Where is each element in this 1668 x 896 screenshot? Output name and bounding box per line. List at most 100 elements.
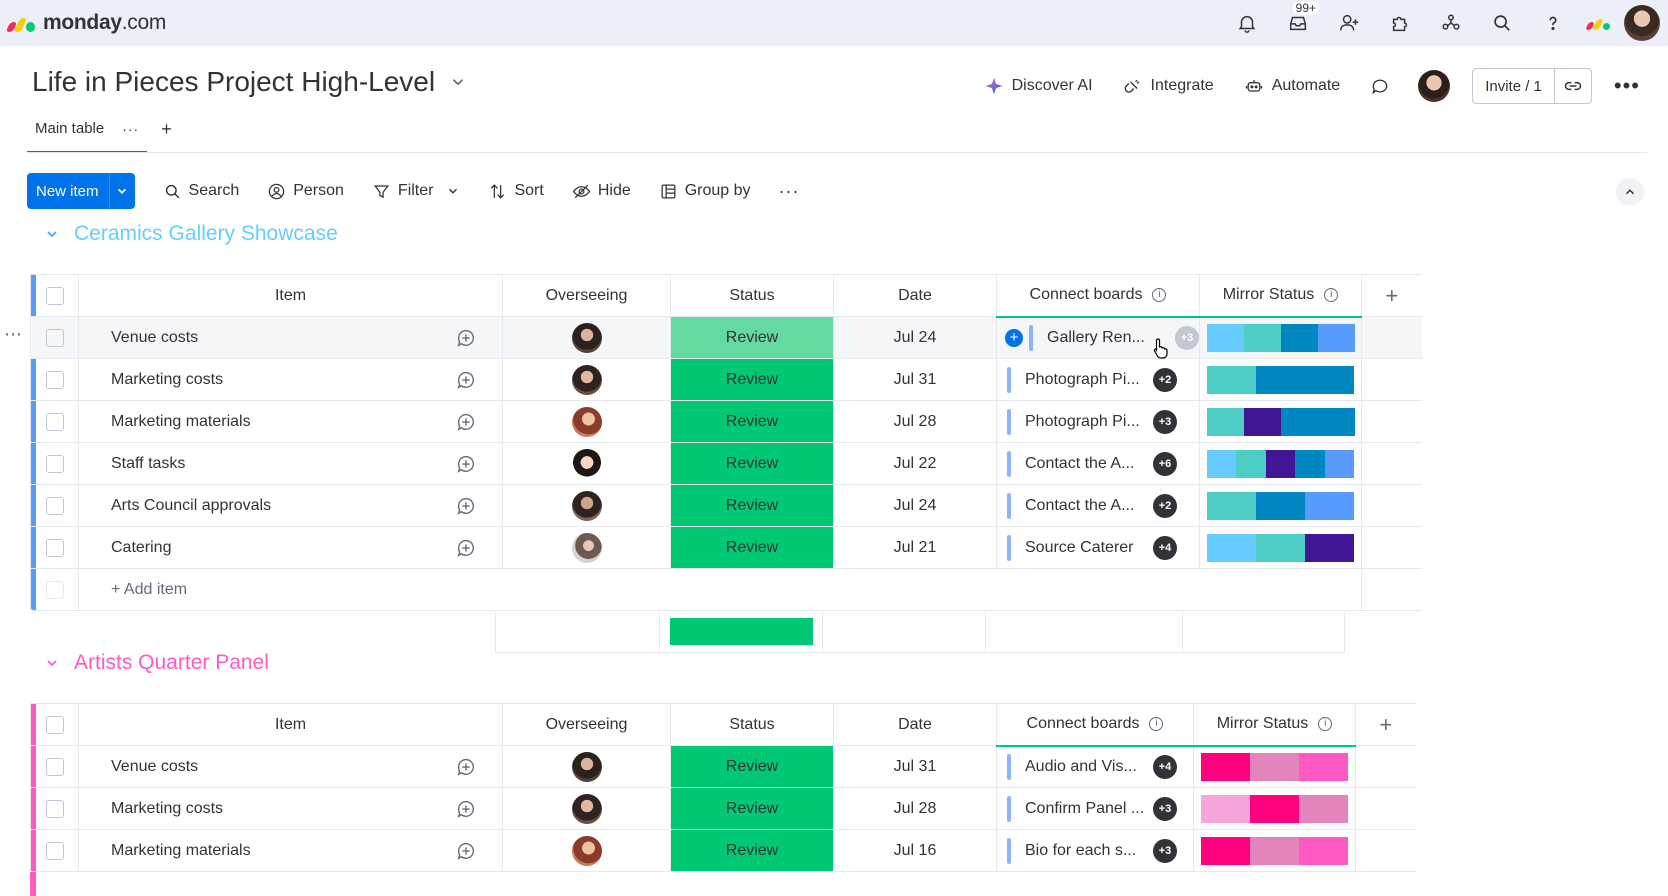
group-title-artists[interactable]: Artists Quarter Panel [44, 651, 269, 675]
notifications-bell-icon[interactable] [1221, 0, 1272, 46]
row-checkbox[interactable] [45, 538, 64, 557]
add-column-button[interactable]: + [1361, 274, 1422, 317]
date-cell[interactable]: Jul 24 [833, 316, 997, 359]
connect-boards-cell[interactable]: Photograph Pi... +2 [996, 358, 1200, 401]
add-view-button[interactable]: + [161, 119, 172, 139]
integrate-button[interactable]: Integrate [1123, 76, 1214, 96]
user-avatar[interactable] [1624, 5, 1660, 41]
date-cell[interactable]: Jul 21 [833, 526, 997, 569]
info-icon[interactable]: i [1149, 717, 1164, 732]
mirror-status-cell[interactable] [1200, 449, 1361, 478]
connection-count-badge[interactable]: +3 [1153, 409, 1177, 434]
connection-count-badge[interactable]: +4 [1153, 754, 1177, 779]
chevron-down-icon[interactable] [108, 173, 135, 209]
mirror-status-cell[interactable] [1194, 794, 1355, 823]
status-cell[interactable]: Review [670, 526, 834, 569]
help-icon[interactable] [1527, 0, 1578, 46]
mirror-status-cell[interactable] [1194, 752, 1355, 781]
person-filter-button[interactable]: Person [267, 182, 344, 201]
info-icon[interactable]: i [1152, 288, 1167, 303]
tab-more-icon[interactable]: ··· [122, 120, 140, 137]
column-header-mirror-status[interactable]: Mirror Status i [1199, 274, 1362, 318]
avatar[interactable] [571, 322, 602, 353]
connect-boards-cell[interactable]: Confirm Panel ... +3 [996, 787, 1194, 830]
table-row[interactable]: Marketing costs Review Jul 28 Confirm Pa… [30, 787, 1416, 830]
mirror-status-cell[interactable] [1200, 533, 1361, 562]
column-header-status[interactable]: Status [670, 703, 834, 746]
status-cell[interactable]: Review [670, 745, 834, 788]
item-name[interactable]: Catering [111, 538, 172, 556]
collapse-header-icon[interactable] [1616, 178, 1644, 206]
connection-count-badge[interactable]: +4 [1153, 535, 1177, 560]
avatar[interactable] [571, 406, 602, 437]
connect-boards-cell[interactable]: Audio and Vis... +4 [996, 745, 1194, 788]
status-cell[interactable]: Review [670, 484, 834, 527]
item-name[interactable]: Venue costs [111, 757, 199, 775]
connected-item[interactable]: Photograph Pi... [1025, 412, 1140, 430]
apps-puzzle-icon[interactable] [1374, 0, 1425, 46]
row-checkbox[interactable] [45, 496, 64, 515]
table-row[interactable]: Marketing costs Review Jul 31 Photograph… [30, 358, 1422, 401]
status-cell[interactable]: Review [670, 400, 834, 443]
avatar[interactable] [571, 532, 602, 563]
row-checkbox[interactable] [45, 841, 64, 860]
connection-count-badge[interactable]: +2 [1153, 493, 1177, 518]
more-options-icon[interactable]: ••• [1613, 73, 1640, 98]
tab-main-table[interactable]: Main table ··· [27, 116, 148, 153]
add-update-icon[interactable] [431, 369, 503, 391]
chevron-down-icon[interactable] [446, 184, 460, 198]
add-update-icon[interactable] [431, 840, 503, 862]
column-header-overseeing[interactable]: Overseeing [502, 703, 671, 746]
connection-count-badge[interactable]: +2 [1153, 367, 1177, 392]
people-network-icon[interactable] [1425, 0, 1476, 46]
chevron-down-icon[interactable] [449, 73, 467, 91]
row-menu-icon[interactable]: ⋯ [4, 324, 22, 344]
connected-item[interactable]: Bio for each s... [1025, 841, 1137, 859]
connection-count-badge[interactable]: +6 [1153, 451, 1177, 476]
connection-count-badge[interactable]: +3 [1153, 796, 1177, 821]
row-checkbox[interactable] [45, 370, 64, 389]
add-update-icon[interactable] [431, 495, 503, 517]
add-update-icon[interactable] [431, 756, 503, 778]
avatar[interactable] [571, 793, 602, 824]
column-header-connect-boards[interactable]: Connect boards i [996, 703, 1194, 747]
connect-boards-cell[interactable]: Bio for each s... +3 [996, 829, 1194, 872]
column-header-date[interactable]: Date [833, 703, 997, 746]
table-row[interactable]: Marketing materials Review Jul 28 Photog… [30, 400, 1422, 443]
info-icon[interactable]: i [1318, 717, 1333, 732]
add-item-row[interactable]: + Add item [30, 568, 1422, 611]
avatar[interactable] [571, 364, 602, 395]
add-update-icon[interactable] [431, 327, 503, 349]
automate-button[interactable]: Automate [1244, 76, 1340, 96]
connected-item[interactable]: Contact the A... [1025, 496, 1135, 514]
new-item-button[interactable]: New item [27, 173, 135, 209]
date-cell[interactable]: Jul 16 [833, 829, 997, 872]
board-title[interactable]: Life in Pieces Project High-Level [32, 66, 467, 98]
connect-boards-cell[interactable]: Contact the A... +2 [996, 484, 1200, 527]
updates-chat-icon[interactable] [1370, 76, 1390, 96]
row-checkbox[interactable] [45, 328, 64, 347]
discover-ai-button[interactable]: Discover AI [984, 76, 1093, 96]
column-header-mirror-status[interactable]: Mirror Status i [1193, 703, 1356, 747]
avatar[interactable] [571, 490, 602, 521]
inbox-icon[interactable]: 99+ [1272, 0, 1323, 46]
connect-boards-cell[interactable]: + Gallery Ren... +3 [996, 316, 1200, 359]
date-cell[interactable]: Jul 31 [833, 745, 997, 788]
add-update-icon[interactable] [431, 453, 503, 475]
add-update-icon[interactable] [431, 798, 503, 820]
date-cell[interactable]: Jul 28 [833, 400, 997, 443]
add-update-icon[interactable] [431, 537, 503, 559]
table-row[interactable]: Catering Review Jul 21 Source Caterer +4 [30, 526, 1422, 569]
search-icon[interactable] [1476, 0, 1527, 46]
sort-button[interactable]: Sort [488, 182, 544, 201]
monday-product-switcher-icon[interactable] [1578, 16, 1618, 30]
row-checkbox[interactable] [45, 799, 64, 818]
chevron-down-icon[interactable] [44, 226, 60, 242]
table-row[interactable]: Staff tasks Review Jul 22 Contact the A.… [30, 442, 1422, 485]
board-owner-avatar[interactable] [1418, 70, 1451, 102]
column-header-date[interactable]: Date [833, 274, 997, 317]
connected-item[interactable]: Gallery Ren... [1047, 328, 1145, 346]
status-cell[interactable]: Review [670, 316, 834, 359]
table-row[interactable]: Arts Council approvals Review Jul 24 Con… [30, 484, 1422, 527]
connected-item[interactable]: Audio and Vis... [1025, 757, 1137, 775]
